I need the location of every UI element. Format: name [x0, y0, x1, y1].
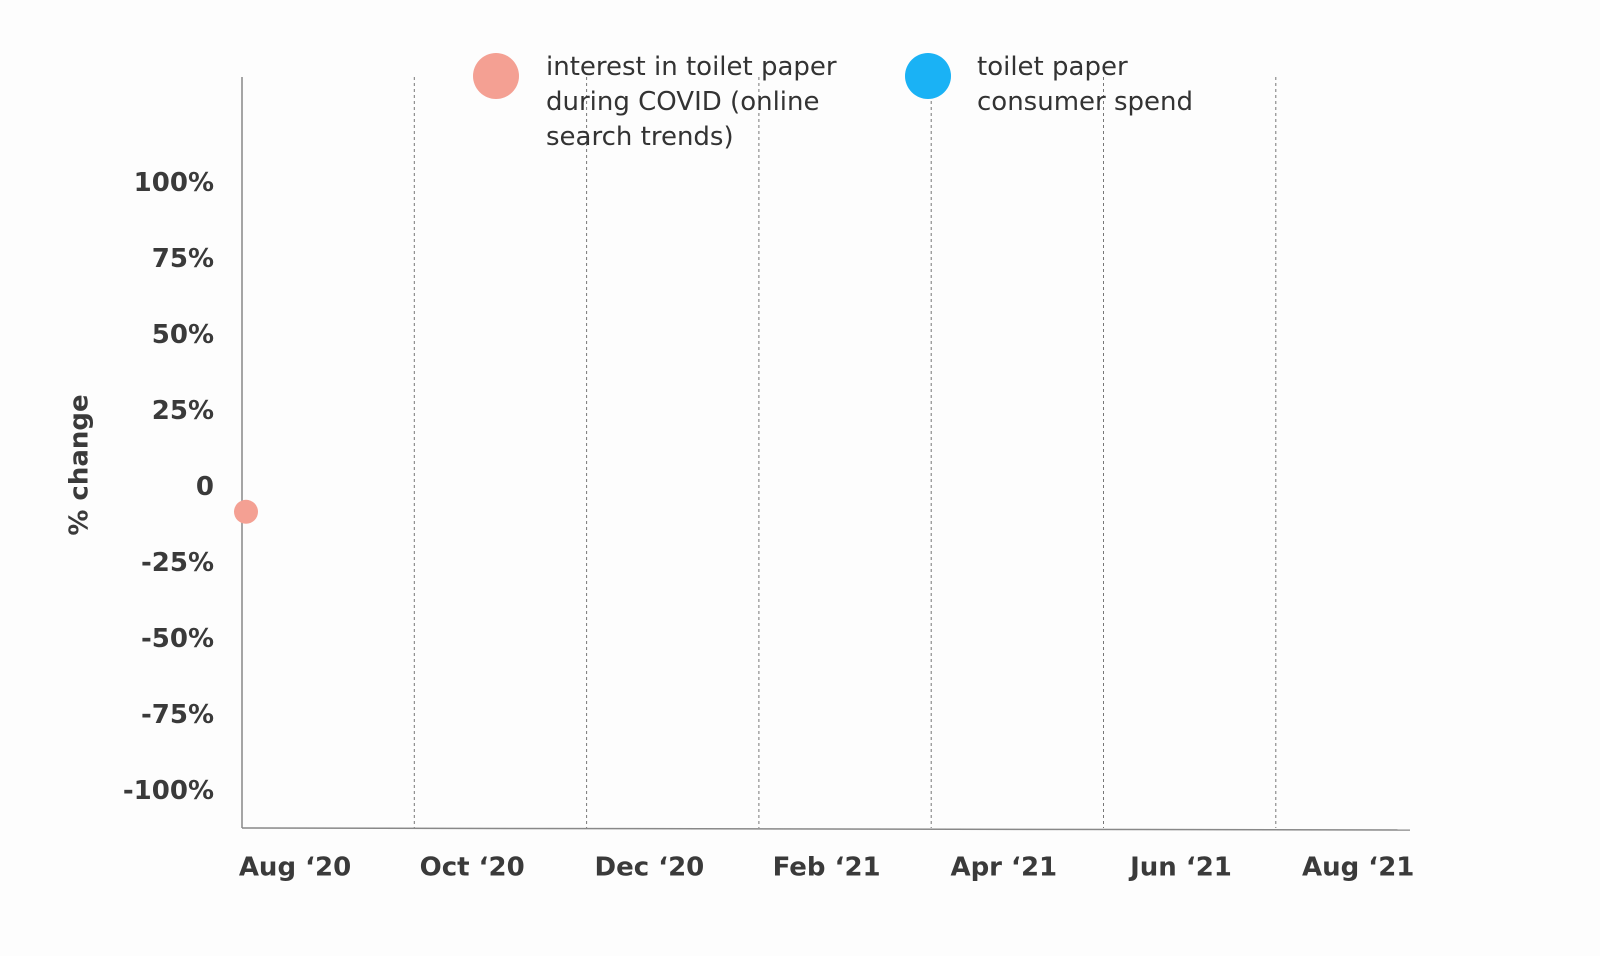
x-tick-label: Feb ‘21 [773, 853, 881, 883]
x-tick-label: Apr ‘21 [950, 853, 1057, 883]
y-tick-label: -50% [141, 624, 214, 654]
x-tick-label: Jun ‘21 [1128, 853, 1232, 883]
x-tick-label: Aug ‘20 [239, 853, 351, 883]
legend-marker [905, 53, 951, 99]
y-tick-label: 100% [134, 168, 214, 198]
y-tick-label: 50% [152, 320, 214, 350]
y-tick-label: -25% [141, 548, 214, 578]
y-axis-label: % change [65, 394, 95, 535]
y-tick-label: -75% [141, 700, 214, 730]
x-axis [241, 827, 1411, 831]
y-tick-label: 25% [152, 396, 214, 426]
data-point [234, 499, 258, 524]
x-tick-label: Oct ‘20 [420, 853, 525, 883]
y-tick-label: -100% [123, 776, 214, 806]
x-tick-label: Aug ‘21 [1302, 853, 1414, 883]
legend-marker [473, 53, 519, 99]
x-tick-label: Dec ‘20 [595, 853, 705, 883]
legend-label: toilet paper consumer spend [977, 52, 1194, 117]
y-tick-label: 75% [152, 244, 214, 274]
y-tick-label: 0 [196, 472, 214, 502]
legend-label: interest in toilet paper during COVID (o… [546, 52, 837, 152]
